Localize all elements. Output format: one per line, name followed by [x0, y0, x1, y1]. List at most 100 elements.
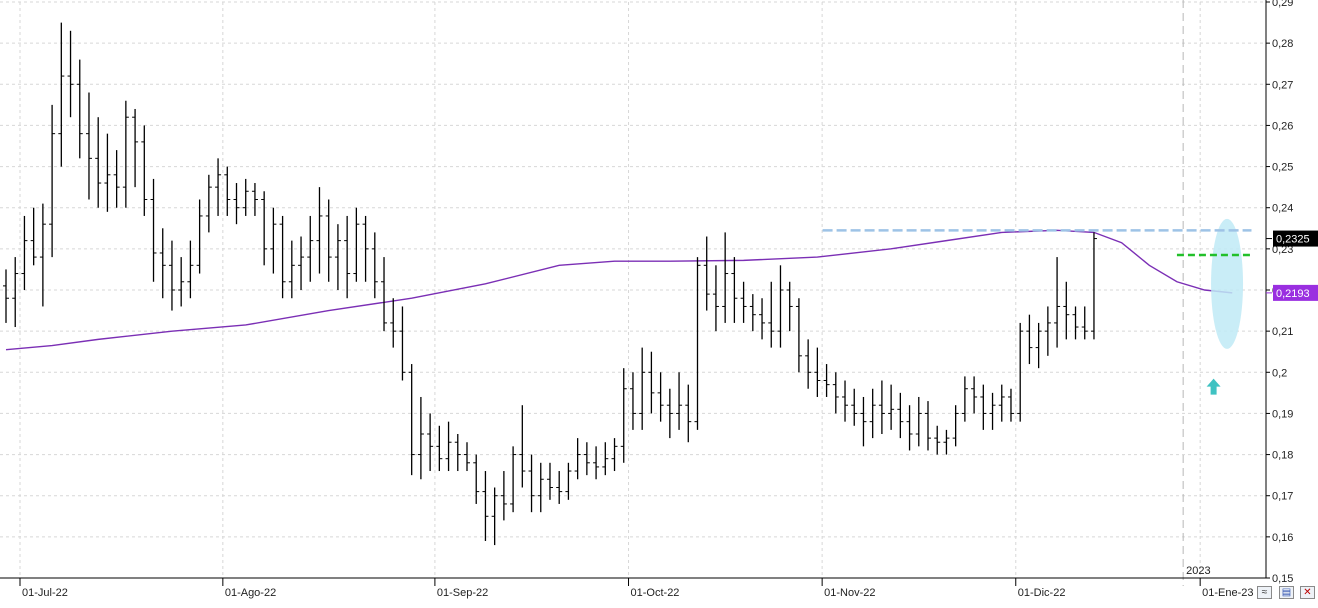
ohlc-bar	[629, 372, 636, 430]
ma-value-tag-text: 0,2193	[1276, 288, 1310, 300]
y-tick-label: 0,2	[1272, 367, 1287, 379]
ohlc-bar	[362, 215, 369, 282]
ohlc-bar	[528, 454, 535, 513]
ohlc-bar	[58, 22, 65, 167]
ohlc-bar	[971, 376, 978, 414]
ohlc-bar	[961, 376, 968, 422]
ohlc-bar	[436, 425, 443, 472]
ohlc-bar	[464, 442, 470, 472]
x-tick-label: 01-Jul-22	[22, 587, 68, 599]
ohlc-bar	[510, 446, 517, 513]
year-label: 2023	[1186, 565, 1210, 577]
ohlc-bar	[1072, 306, 1079, 340]
ohlc-bar	[76, 59, 83, 159]
ohlc-bar	[980, 384, 987, 430]
ohlc-bar	[3, 269, 9, 323]
ohlc-bar	[132, 108, 139, 188]
ohlc-bar	[39, 203, 46, 307]
ohlc-bar	[786, 281, 793, 332]
y-tick-label: 0,27	[1272, 79, 1293, 91]
y-tick-label: 0,23	[1272, 244, 1293, 256]
ohlc-bar	[298, 236, 305, 290]
ohlc-bar	[233, 183, 240, 225]
x-tick-label: 01-Nov-22	[824, 587, 875, 599]
x-tick-label: 01-Oct-22	[631, 587, 680, 599]
ohlc-bar	[325, 199, 332, 282]
ohlc-bar	[639, 347, 646, 430]
annotations-layer	[822, 229, 1252, 395]
close-icon[interactable]: ✕	[1300, 586, 1315, 599]
last-price-tag-bg	[1273, 230, 1318, 247]
ohlc-bar	[574, 438, 581, 480]
ohlc-bar	[906, 405, 913, 451]
ohlc-bar	[897, 392, 904, 439]
ohlc-bar	[1017, 322, 1024, 422]
ohlc-bar	[113, 150, 120, 208]
save-icon[interactable]: ▤	[1279, 586, 1294, 599]
ohlc-bar	[316, 187, 323, 274]
y-tick-label: 0,17	[1272, 491, 1293, 503]
ohlc-bar	[141, 125, 148, 216]
ohlc-bar	[888, 384, 895, 430]
ohlc-bar	[224, 166, 231, 216]
ohlc-bar	[334, 224, 341, 290]
ohlc-bar	[251, 183, 258, 216]
ohlc-bar	[740, 281, 747, 323]
ohlc-bar	[417, 396, 424, 480]
y-tick-label: 0,29	[1272, 0, 1293, 9]
y-tick-label: 0,18	[1272, 450, 1293, 462]
ohlc-bar	[546, 462, 553, 500]
ohlc-bar	[712, 265, 719, 332]
y-tick-label: 0,19	[1272, 408, 1293, 420]
ohlc-bar	[399, 306, 406, 381]
ohlc-bar	[104, 133, 111, 212]
ohlc-bar	[583, 442, 590, 476]
ohlc-bar	[666, 388, 673, 439]
ohlc-bar	[694, 257, 701, 430]
ohlc-bar	[427, 413, 434, 472]
ohlc-bar	[602, 442, 609, 476]
ohlc-bar	[759, 298, 766, 340]
zoom-icon[interactable]: ≈	[1257, 586, 1272, 599]
ohlc-bar	[565, 462, 572, 500]
ohlc-bar	[482, 471, 489, 541]
ohlc-bar	[703, 236, 710, 311]
ohlc-bar	[95, 117, 102, 208]
ohlc-bar	[196, 199, 203, 274]
ohlc-bar	[261, 191, 268, 266]
ohlc-bar	[242, 178, 249, 216]
ohlc-bar	[685, 384, 692, 443]
ohlc-bar	[30, 207, 37, 266]
ohlc-bar	[288, 240, 295, 299]
y-tick-label: 0,26	[1272, 120, 1293, 132]
ohlc-bar	[500, 471, 507, 521]
ohlc-bars-layer	[3, 22, 1097, 546]
y-tick-label: 0,21	[1272, 326, 1293, 338]
ohlc-bar	[842, 380, 849, 422]
moving-average-layer	[5, 218, 1244, 351]
ohlc-bar	[491, 487, 498, 546]
ohlc-bar	[371, 232, 378, 299]
ohlc-bar	[1007, 388, 1014, 422]
ohlc-bar	[1026, 314, 1033, 365]
ohlc-bar	[168, 240, 175, 311]
year-marker-layer: 2023	[1182, 0, 1211, 586]
ohlc-bar	[731, 257, 738, 323]
ohlc-bar	[454, 434, 461, 472]
ohlc-bar	[344, 215, 351, 299]
ohlc-bar	[1035, 322, 1042, 369]
ohlc-bar	[777, 265, 784, 348]
ohlc-bar	[934, 425, 941, 455]
ohlc-bar	[805, 339, 812, 389]
ohlc-bar	[150, 178, 157, 282]
ohlc-bar	[1044, 306, 1051, 356]
ohlc-bar	[952, 405, 959, 447]
ohlc-bar	[187, 240, 194, 299]
ohlc-bar	[943, 429, 950, 455]
y-tick-label: 0,28	[1272, 38, 1293, 50]
ohlc-bar	[1090, 232, 1097, 340]
ohlc-bar	[279, 215, 286, 299]
